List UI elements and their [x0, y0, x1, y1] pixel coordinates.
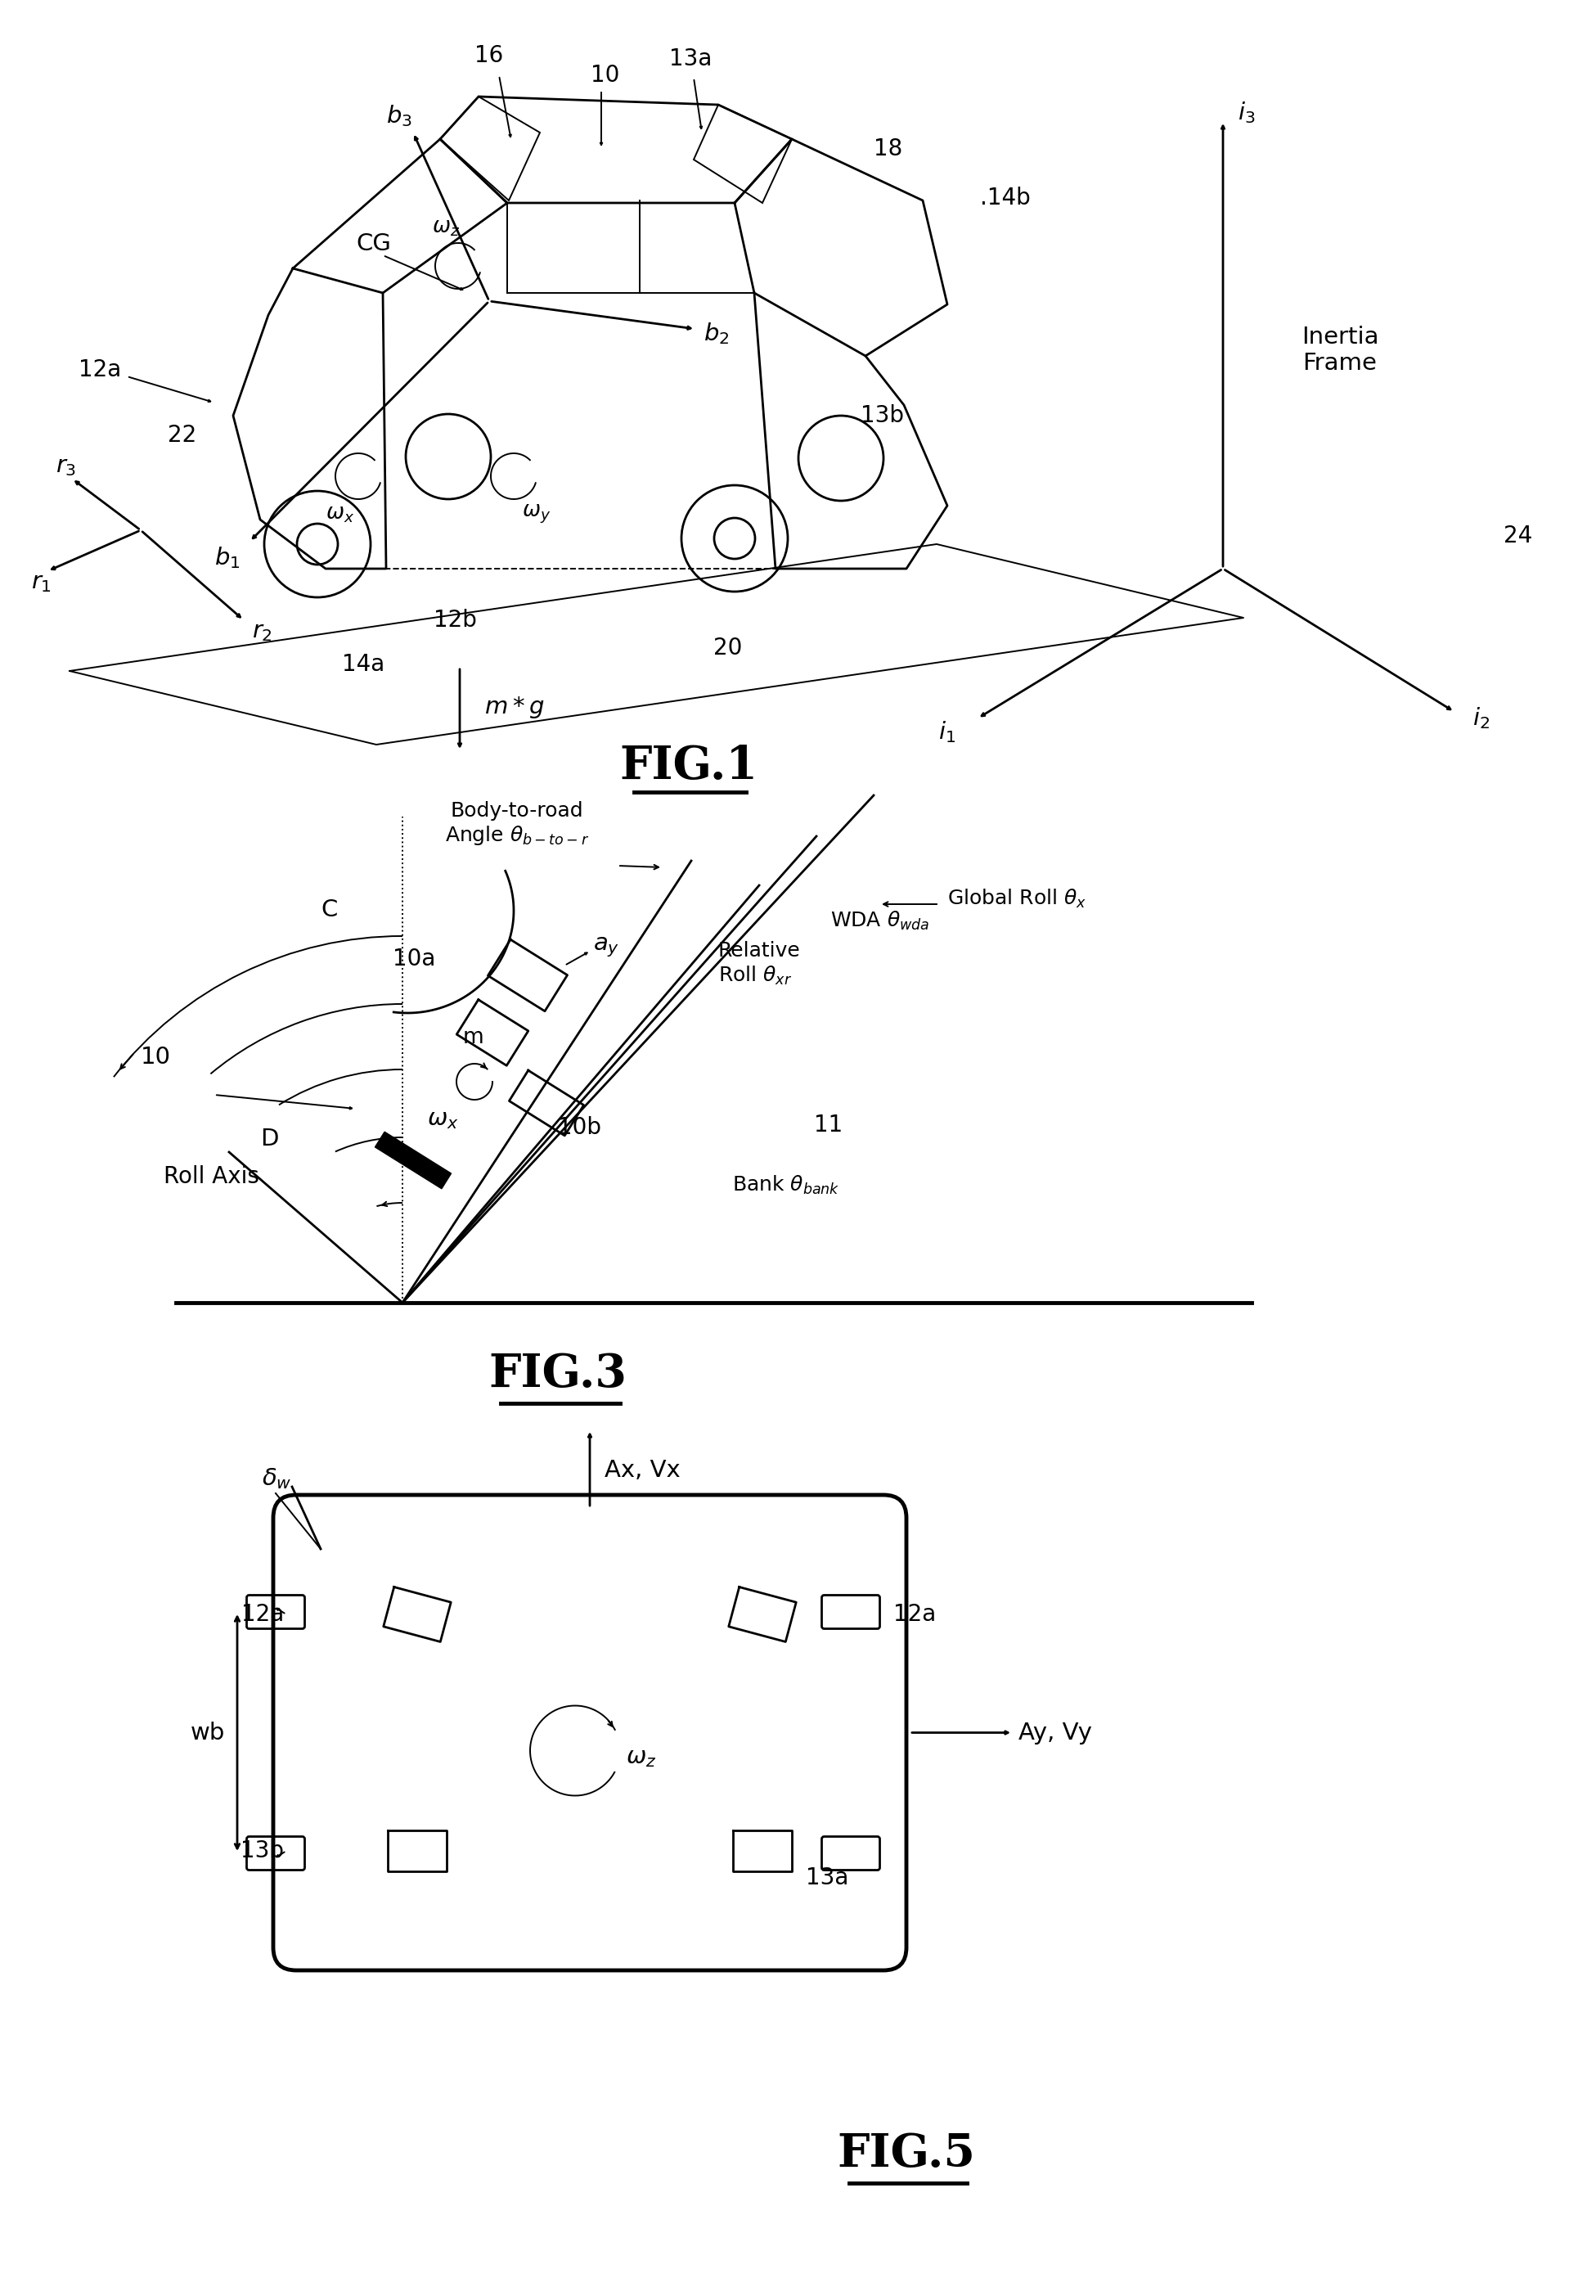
- Text: $\omega_z$: $\omega_z$: [433, 216, 460, 239]
- Text: 13b: 13b: [241, 1839, 284, 1862]
- Text: $b_2$: $b_2$: [704, 321, 729, 347]
- Text: m: m: [463, 1026, 484, 1049]
- Text: Bank $\theta_{bank}$: Bank $\theta_{bank}$: [733, 1173, 839, 1196]
- Text: wb: wb: [190, 1722, 225, 1745]
- Text: $\omega_y$: $\omega_y$: [522, 503, 551, 526]
- Text: 18: 18: [873, 138, 902, 161]
- Text: 12a: 12a: [241, 1603, 284, 1626]
- Text: $i_1$: $i_1$: [938, 719, 956, 744]
- Text: 11: 11: [814, 1114, 843, 1137]
- Text: 10: 10: [591, 64, 619, 87]
- Text: Global Roll $\theta_x$: Global Roll $\theta_x$: [948, 886, 1087, 909]
- Text: $\omega_x$: $\omega_x$: [428, 1109, 458, 1132]
- Text: 10: 10: [140, 1045, 171, 1068]
- Text: 13a: 13a: [669, 48, 712, 71]
- Text: 22: 22: [168, 425, 196, 448]
- Text: $i_3$: $i_3$: [1237, 101, 1254, 126]
- Text: Body-to-road
Angle $\theta_{b-to-r}$: Body-to-road Angle $\theta_{b-to-r}$: [445, 801, 589, 847]
- Text: 13a: 13a: [806, 1867, 849, 1890]
- Text: Relative
Roll $\theta_{xr}$: Relative Roll $\theta_{xr}$: [718, 941, 801, 987]
- Text: CG: CG: [356, 232, 391, 255]
- Text: 24: 24: [1503, 523, 1532, 546]
- Text: $b_3$: $b_3$: [386, 103, 412, 129]
- Text: 14a: 14a: [342, 652, 385, 675]
- Text: Inertia
Frame: Inertia Frame: [1301, 326, 1379, 374]
- Text: Roll Axis: Roll Axis: [163, 1164, 259, 1187]
- Text: $r_3$: $r_3$: [56, 455, 77, 478]
- Text: 10a: 10a: [393, 948, 436, 971]
- Text: 12b: 12b: [434, 608, 477, 631]
- Text: FIG.5: FIG.5: [838, 2131, 975, 2177]
- Text: C: C: [321, 898, 337, 921]
- Polygon shape: [375, 1132, 452, 1189]
- Text: .14b: .14b: [980, 186, 1031, 209]
- Text: FIG.1: FIG.1: [619, 744, 758, 790]
- Text: $r_1$: $r_1$: [30, 572, 51, 595]
- Text: $r_2$: $r_2$: [252, 620, 273, 643]
- Text: Ay, Vy: Ay, Vy: [1018, 1722, 1092, 1745]
- Text: WDA $\theta_{wda}$: WDA $\theta_{wda}$: [830, 909, 929, 932]
- Text: $\omega_x$: $\omega_x$: [326, 503, 354, 523]
- Text: 16: 16: [474, 44, 504, 67]
- Text: $\omega_z$: $\omega_z$: [626, 1745, 656, 1768]
- Text: D: D: [260, 1127, 279, 1150]
- Text: 10b: 10b: [559, 1116, 602, 1139]
- Text: 12a: 12a: [78, 358, 121, 381]
- Text: $i_2$: $i_2$: [1473, 705, 1489, 730]
- Text: 12a: 12a: [894, 1603, 935, 1626]
- Text: Ax, Vx: Ax, Vx: [605, 1458, 680, 1481]
- Text: $m*g$: $m*g$: [484, 696, 544, 721]
- Text: $b_1$: $b_1$: [214, 546, 239, 572]
- Text: 20: 20: [713, 636, 742, 659]
- Text: FIG.3: FIG.3: [488, 1352, 627, 1396]
- Text: $\delta_w$: $\delta_w$: [262, 1467, 292, 1490]
- Text: 13b: 13b: [860, 404, 903, 427]
- Text: $a_y$: $a_y$: [594, 937, 619, 960]
